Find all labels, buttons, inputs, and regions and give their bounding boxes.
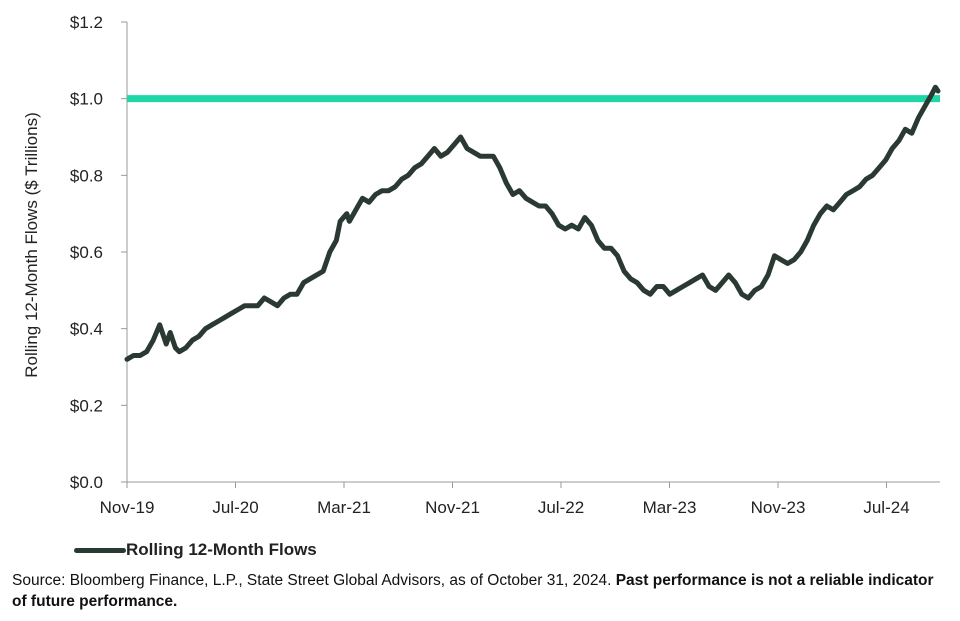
y-tick-label: $0.2 bbox=[70, 396, 103, 415]
series-line-rolling-12-month-flows bbox=[124, 84, 941, 362]
y-tick-label: $0.4 bbox=[70, 320, 103, 339]
x-tick-label: Jul-24 bbox=[863, 498, 909, 517]
x-tick-label: Jul-20 bbox=[212, 498, 258, 517]
x-ticks: Nov-19 Jul-20 Mar-21 Nov-21 Jul-22 Mar-23 Nov-… bbox=[100, 482, 910, 517]
source-text: Source: Bloomberg Finance, L.P., State S… bbox=[12, 572, 616, 589]
y-tick-label: $0.0 bbox=[70, 473, 103, 492]
y-ticks: $0.0 $0.2 $0.4 $0.6 $0.8 $1.0 $1.2 bbox=[70, 13, 127, 492]
x-tick-label: Mar-23 bbox=[643, 498, 697, 517]
y-tick-label: $1.2 bbox=[70, 13, 103, 32]
y-tick-label: $1.0 bbox=[70, 90, 103, 109]
chart-area: $0.0 $0.2 $0.4 $0.6 $0.8 $1.0 $1.2 Nov-19 Jul-2… bbox=[22, 13, 941, 517]
x-tick-label: Nov-19 bbox=[100, 498, 155, 517]
x-tick-label: Nov-23 bbox=[751, 498, 806, 517]
legend: Rolling 12-Month Flows bbox=[74, 540, 317, 560]
source-disclaimer: Past performance is not a reliable indic… bbox=[12, 572, 934, 610]
y-tick-label: $0.8 bbox=[70, 166, 103, 185]
axes bbox=[126, 22, 940, 483]
legend-swatch bbox=[74, 547, 126, 553]
x-tick-label: Jul-22 bbox=[538, 498, 584, 517]
y-axis-title: Rolling 12-Month Flows ($ Trillions) bbox=[22, 112, 41, 377]
source-note: Source: Bloomberg Finance, L.P., State S… bbox=[12, 570, 952, 612]
y-tick-label: $0.6 bbox=[70, 243, 103, 262]
x-tick-label: Nov-21 bbox=[425, 498, 480, 517]
x-tick-label: Mar-21 bbox=[317, 498, 371, 517]
legend-label: Rolling 12-Month Flows bbox=[126, 540, 317, 559]
